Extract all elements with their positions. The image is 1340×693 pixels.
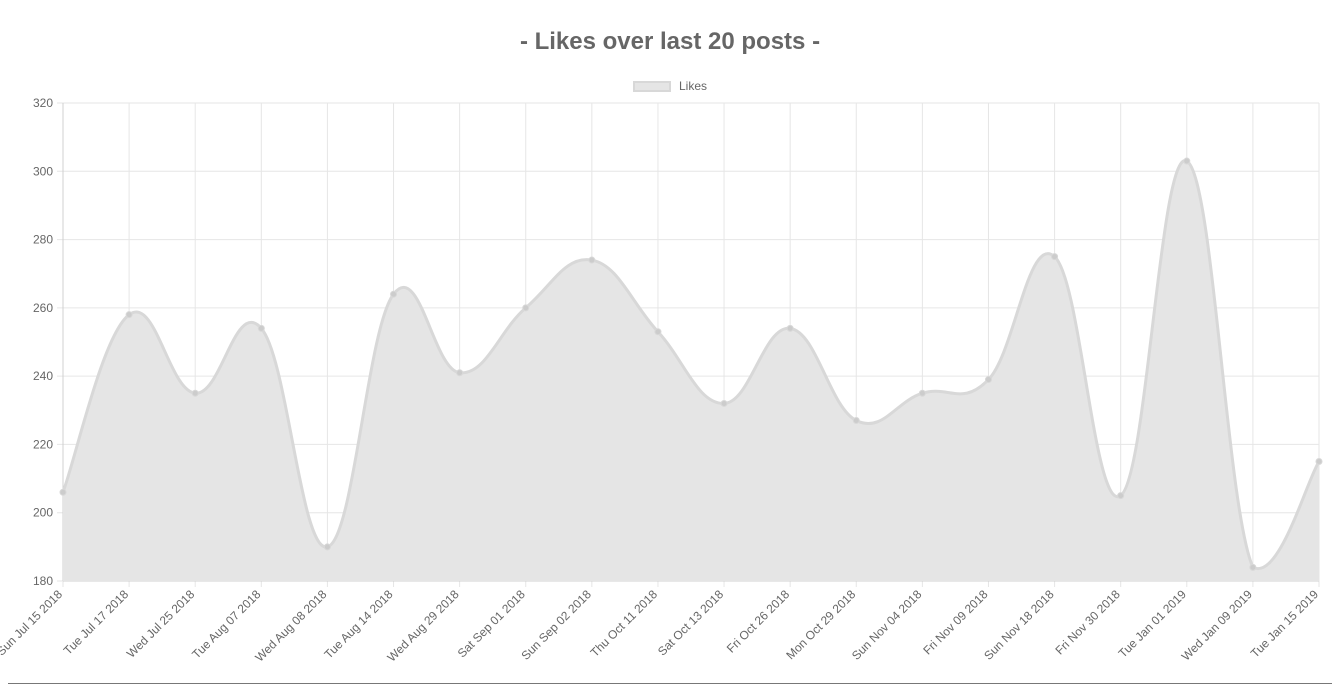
y-tick-label: 240 bbox=[33, 369, 53, 383]
data-point[interactable] bbox=[522, 304, 530, 312]
x-tick-label: Sat Oct 13 2018 bbox=[655, 587, 726, 658]
chart-title: - Likes over last 20 posts - bbox=[519, 28, 821, 55]
x-tick-label: Fri Nov 09 2018 bbox=[920, 587, 991, 658]
x-tick-label: Wed Jul 25 2018 bbox=[124, 587, 198, 661]
data-point[interactable] bbox=[1249, 563, 1257, 571]
data-point[interactable] bbox=[125, 311, 133, 319]
data-point[interactable] bbox=[1315, 458, 1323, 465]
x-tick-label: Sun Jul 15 2018 bbox=[0, 587, 65, 658]
x-tick-label: Wed Jan 09 2019 bbox=[1179, 587, 1255, 663]
data-point[interactable] bbox=[654, 328, 662, 336]
data-point[interactable] bbox=[1051, 253, 1059, 261]
series-line bbox=[61, 159, 1321, 571]
data-point[interactable] bbox=[720, 399, 728, 407]
x-tick-label: Tue Jan 15 2019 bbox=[1248, 587, 1322, 661]
x-tick-label: Mon Oct 29 2018 bbox=[783, 587, 858, 662]
series-area-fill bbox=[63, 160, 1319, 581]
x-tick-label: Tue Aug 14 2018 bbox=[321, 587, 395, 661]
y-tick-label: 320 bbox=[33, 96, 53, 110]
data-point[interactable] bbox=[59, 488, 67, 496]
y-tick-label: 220 bbox=[33, 437, 53, 451]
x-tick-label: Fri Oct 26 2018 bbox=[724, 587, 793, 656]
x-tick-label: Thu Oct 11 2018 bbox=[588, 587, 661, 660]
x-tick-label: Tue Jan 01 2019 bbox=[1116, 587, 1190, 661]
x-tick-label: Sat Sep 01 2018 bbox=[455, 587, 528, 660]
data-point[interactable] bbox=[588, 256, 596, 264]
y-tick-label: 180 bbox=[33, 574, 53, 588]
data-points bbox=[59, 157, 1323, 571]
x-tick-label: Sun Nov 04 2018 bbox=[849, 587, 925, 663]
y-tick-label: 300 bbox=[33, 164, 53, 178]
x-tick-label: Sun Sep 02 2018 bbox=[518, 587, 594, 663]
data-point[interactable] bbox=[390, 290, 398, 298]
plot-area bbox=[61, 159, 1321, 581]
data-point[interactable] bbox=[1183, 157, 1191, 165]
data-point[interactable] bbox=[984, 376, 992, 384]
x-tick-label: Sun Nov 18 2018 bbox=[981, 587, 1057, 663]
x-tick-label: Fri Nov 30 2018 bbox=[1053, 587, 1124, 658]
data-point[interactable] bbox=[323, 543, 331, 551]
data-point[interactable] bbox=[918, 389, 926, 397]
y-tick-label: 200 bbox=[33, 506, 53, 520]
data-point[interactable] bbox=[786, 324, 794, 332]
y-tick-label: 280 bbox=[33, 233, 53, 247]
x-tick-label: Tue Jul 17 2018 bbox=[61, 587, 132, 658]
legend-swatch bbox=[632, 80, 671, 92]
y-tick-label: 260 bbox=[33, 301, 53, 315]
bottom-divider bbox=[8, 683, 1332, 684]
y-axis-ticks: 320 300 280 260 240 220 200 180 bbox=[33, 96, 53, 588]
x-tick-label: Wed Aug 08 2018 bbox=[252, 587, 329, 664]
legend[interactable]: Likes bbox=[0, 79, 1340, 93]
data-point[interactable] bbox=[456, 369, 464, 377]
data-point[interactable] bbox=[257, 324, 265, 332]
x-tick-label: Wed Aug 29 2018 bbox=[385, 587, 462, 664]
legend-label: Likes bbox=[678, 79, 707, 93]
data-point[interactable] bbox=[191, 389, 199, 397]
data-point[interactable] bbox=[1117, 492, 1125, 500]
x-tick-label: Tue Aug 07 2018 bbox=[189, 587, 263, 661]
data-point[interactable] bbox=[852, 417, 860, 425]
